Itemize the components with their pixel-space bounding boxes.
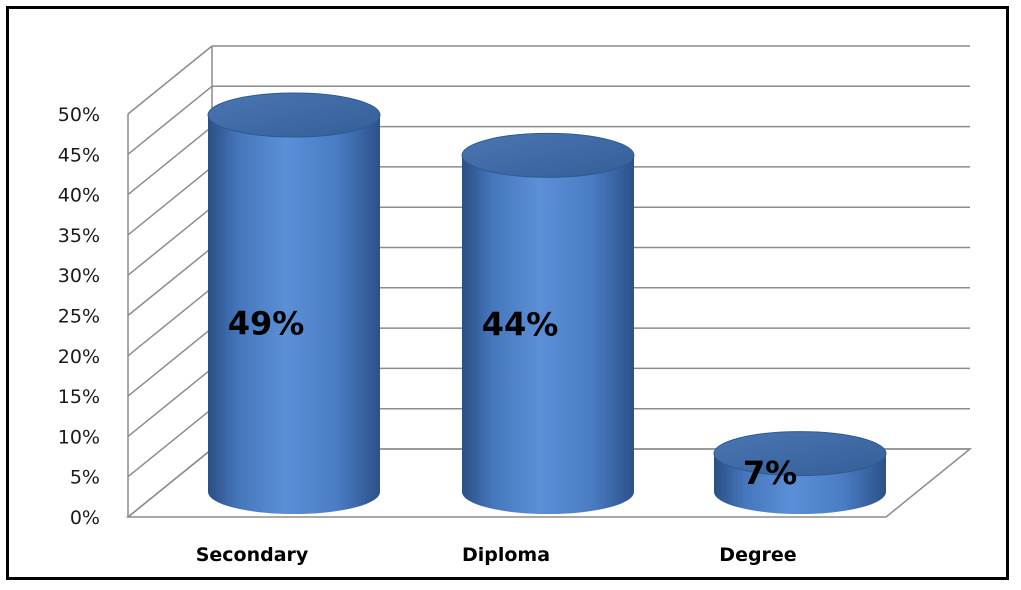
bar-degree [713,431,887,514]
y-tick-label: 35% [58,225,100,247]
y-tick-label: 30% [58,265,100,287]
data-label: 7% [743,454,797,492]
gridline-side [127,206,213,276]
y-tick-label: 25% [58,306,100,328]
gridline-side [127,408,213,478]
y-tick-label: 45% [58,144,100,166]
data-labels: 49% 44% 7% [228,304,797,492]
y-tick-label: 0% [70,507,100,529]
bar-diploma [461,132,635,515]
data-label: 44% [482,306,559,344]
gridline-side [127,85,213,155]
data-label: 49% [228,304,305,342]
y-tick-label: 50% [58,104,100,126]
gridline-side [127,287,213,357]
gridline-side [127,126,213,196]
gridline-side [127,246,213,317]
gridline-side [127,166,213,236]
gridline-side [127,367,213,437]
y-tick-label: 40% [58,185,100,207]
bar-top [713,431,887,477]
y-tick-label: 5% [70,467,100,489]
bar-secondary [207,92,381,514]
bar-body [462,155,634,515]
y-tick-label: 10% [58,426,100,448]
category-label: Diploma [462,544,550,566]
category-label: Secondary [196,544,309,566]
category-label: Degree [719,544,796,566]
gridline-side [127,327,213,397]
bar-top [207,92,381,138]
bars [207,92,887,515]
bar-top [461,132,635,178]
x-axis-categories: Secondary Diploma Degree [196,544,797,566]
gridline-side [127,45,213,115]
y-axis-ticks: 0% 5% 10% 15% 20% 25% 30% 35% 40% 45% 50% [58,104,100,529]
y-tick-label: 15% [58,386,100,408]
bar-body [208,115,380,514]
floor [125,448,973,518]
y-tick-label: 20% [58,346,100,368]
